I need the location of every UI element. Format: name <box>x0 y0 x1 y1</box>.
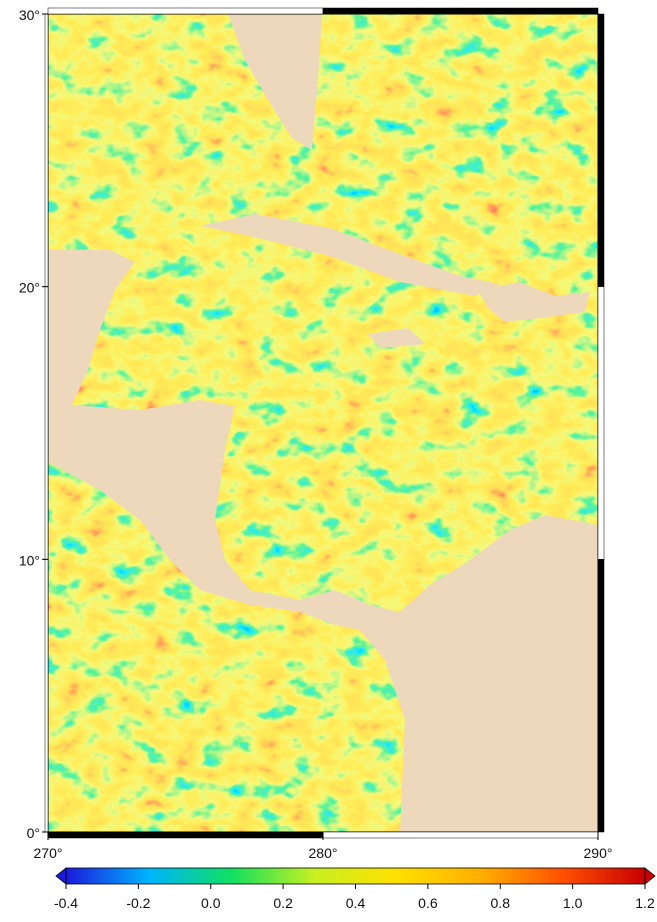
lat-label: 20° <box>19 280 40 296</box>
frame-bar <box>598 287 604 560</box>
frame-bar <box>598 14 604 287</box>
colorbar-label: -0.4 <box>54 895 78 911</box>
frame-bar <box>323 8 598 14</box>
map-area <box>48 14 598 832</box>
colorbar-label: 0.4 <box>346 895 366 911</box>
lon-label: 280° <box>309 845 338 861</box>
frame-bar <box>45 559 48 832</box>
frame-bar <box>45 14 48 287</box>
frame-bar <box>323 832 598 838</box>
lon-label: 270° <box>34 845 63 861</box>
lat-label: 30° <box>19 7 40 23</box>
lat-label: 0° <box>27 825 40 841</box>
colorbar-label: 0.0 <box>201 895 221 911</box>
colorbar-label: 0.6 <box>418 895 438 911</box>
colorbar-label: 1.0 <box>563 895 583 911</box>
frame-bar <box>48 8 323 14</box>
colorbar-label: 0.8 <box>491 895 511 911</box>
colorbar-label: 0.2 <box>273 895 293 911</box>
lon-label: 290° <box>584 845 613 861</box>
colorbar <box>66 868 645 884</box>
frame-bar <box>45 287 48 560</box>
colorbar-high-arrow <box>645 868 655 884</box>
colorbar-label: 1.2 <box>635 895 655 911</box>
colorbar-low-arrow <box>56 868 66 884</box>
frame-bar <box>598 559 604 832</box>
frame-bar <box>48 832 323 838</box>
map-figure: 30° 20° 10° 0° 270° 280° 290° -0.4 -0.2 0.0 0.2 0.4… <box>0 0 657 917</box>
colorbar-label: -0.2 <box>126 895 150 911</box>
lat-label: 10° <box>19 552 40 568</box>
